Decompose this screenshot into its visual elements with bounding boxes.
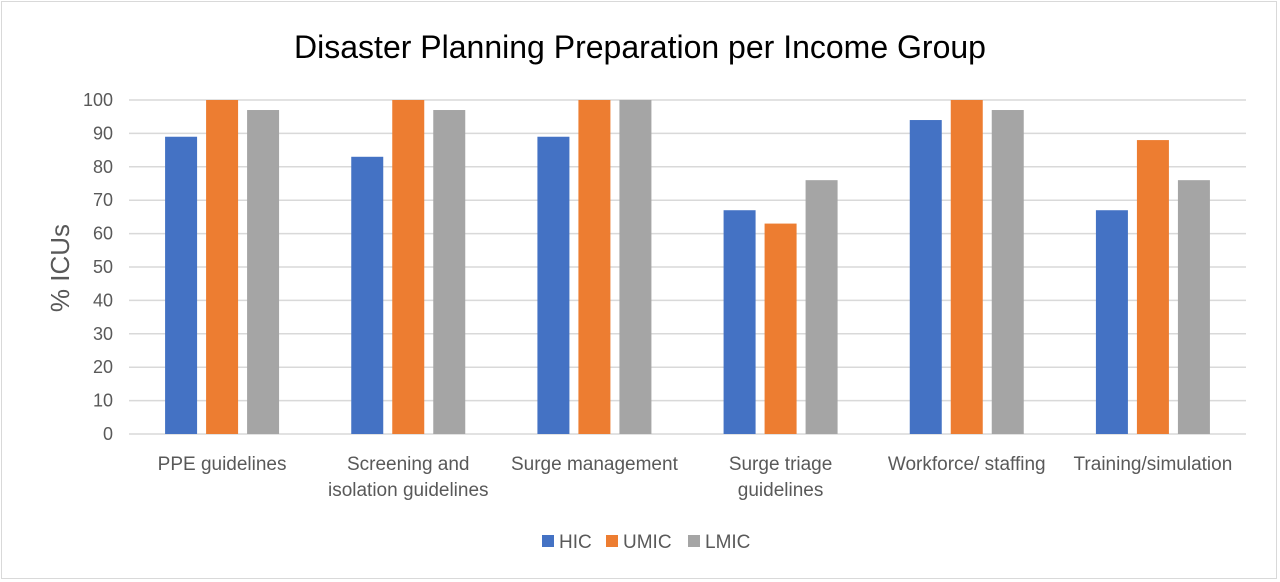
bar-lmic xyxy=(247,110,280,435)
bar-hic xyxy=(723,210,756,434)
bar-umic xyxy=(206,100,239,434)
legend-label-lmic: LMIC xyxy=(705,532,750,553)
legend-swatch-umic xyxy=(606,535,618,547)
legend-swatch-hic xyxy=(542,535,554,547)
y-tick-label: 40 xyxy=(93,290,113,310)
y-tick-label: 60 xyxy=(93,224,113,244)
bar-hic xyxy=(351,156,384,434)
bar-umic xyxy=(392,100,425,434)
bar-lmic xyxy=(991,110,1024,435)
y-tick-label: 80 xyxy=(93,157,113,177)
y-tick-label: 100 xyxy=(83,90,113,110)
bar-hic xyxy=(165,136,198,435)
y-tick-label: 50 xyxy=(93,257,113,277)
chart-title: Disaster Planning Preparation per Income… xyxy=(294,29,986,65)
bar-lmic xyxy=(805,180,838,434)
bar-umic xyxy=(950,100,983,434)
y-tick-label: 90 xyxy=(93,123,113,143)
y-tick-label: 20 xyxy=(93,357,113,377)
x-category-label: Training/simulation xyxy=(1074,454,1233,475)
x-category-label: Workforce/ staffing xyxy=(888,454,1046,475)
x-axis-categories: PPE guidelines Screening and isolation gui… xyxy=(158,454,1233,501)
gridlines xyxy=(129,99,1246,435)
bar-umic xyxy=(578,100,611,434)
legend-label-umic: UMIC xyxy=(623,532,672,553)
bar-hic xyxy=(1095,210,1128,434)
x-category-label: PPE guidelines xyxy=(158,454,287,475)
bars xyxy=(165,100,1210,435)
bar-lmic xyxy=(1177,180,1210,434)
x-category-label: Screening and isolation guidelines xyxy=(328,454,489,501)
y-tick-label: 30 xyxy=(93,324,113,344)
bar-umic xyxy=(1136,140,1169,434)
x-category-label: Surge management xyxy=(511,454,679,475)
legend-swatch-lmic xyxy=(688,535,700,547)
bar-lmic xyxy=(433,110,466,435)
y-tick-label: 0 xyxy=(103,424,113,444)
legend-label-hic: HIC xyxy=(559,532,592,553)
legend: HIC UMIC LMIC xyxy=(542,532,750,553)
bar-hic xyxy=(537,136,570,435)
y-axis-ticks: 0 10 20 30 40 50 60 70 80 90 100 xyxy=(83,90,113,444)
x-category-label: Surge triage guidelines xyxy=(729,454,833,501)
bar-umic xyxy=(764,223,797,434)
y-axis-label: % ICUs xyxy=(45,224,75,312)
y-tick-label: 70 xyxy=(93,190,113,210)
y-tick-label: 10 xyxy=(93,391,113,411)
bar-hic xyxy=(909,120,942,434)
bar-lmic xyxy=(619,100,652,434)
